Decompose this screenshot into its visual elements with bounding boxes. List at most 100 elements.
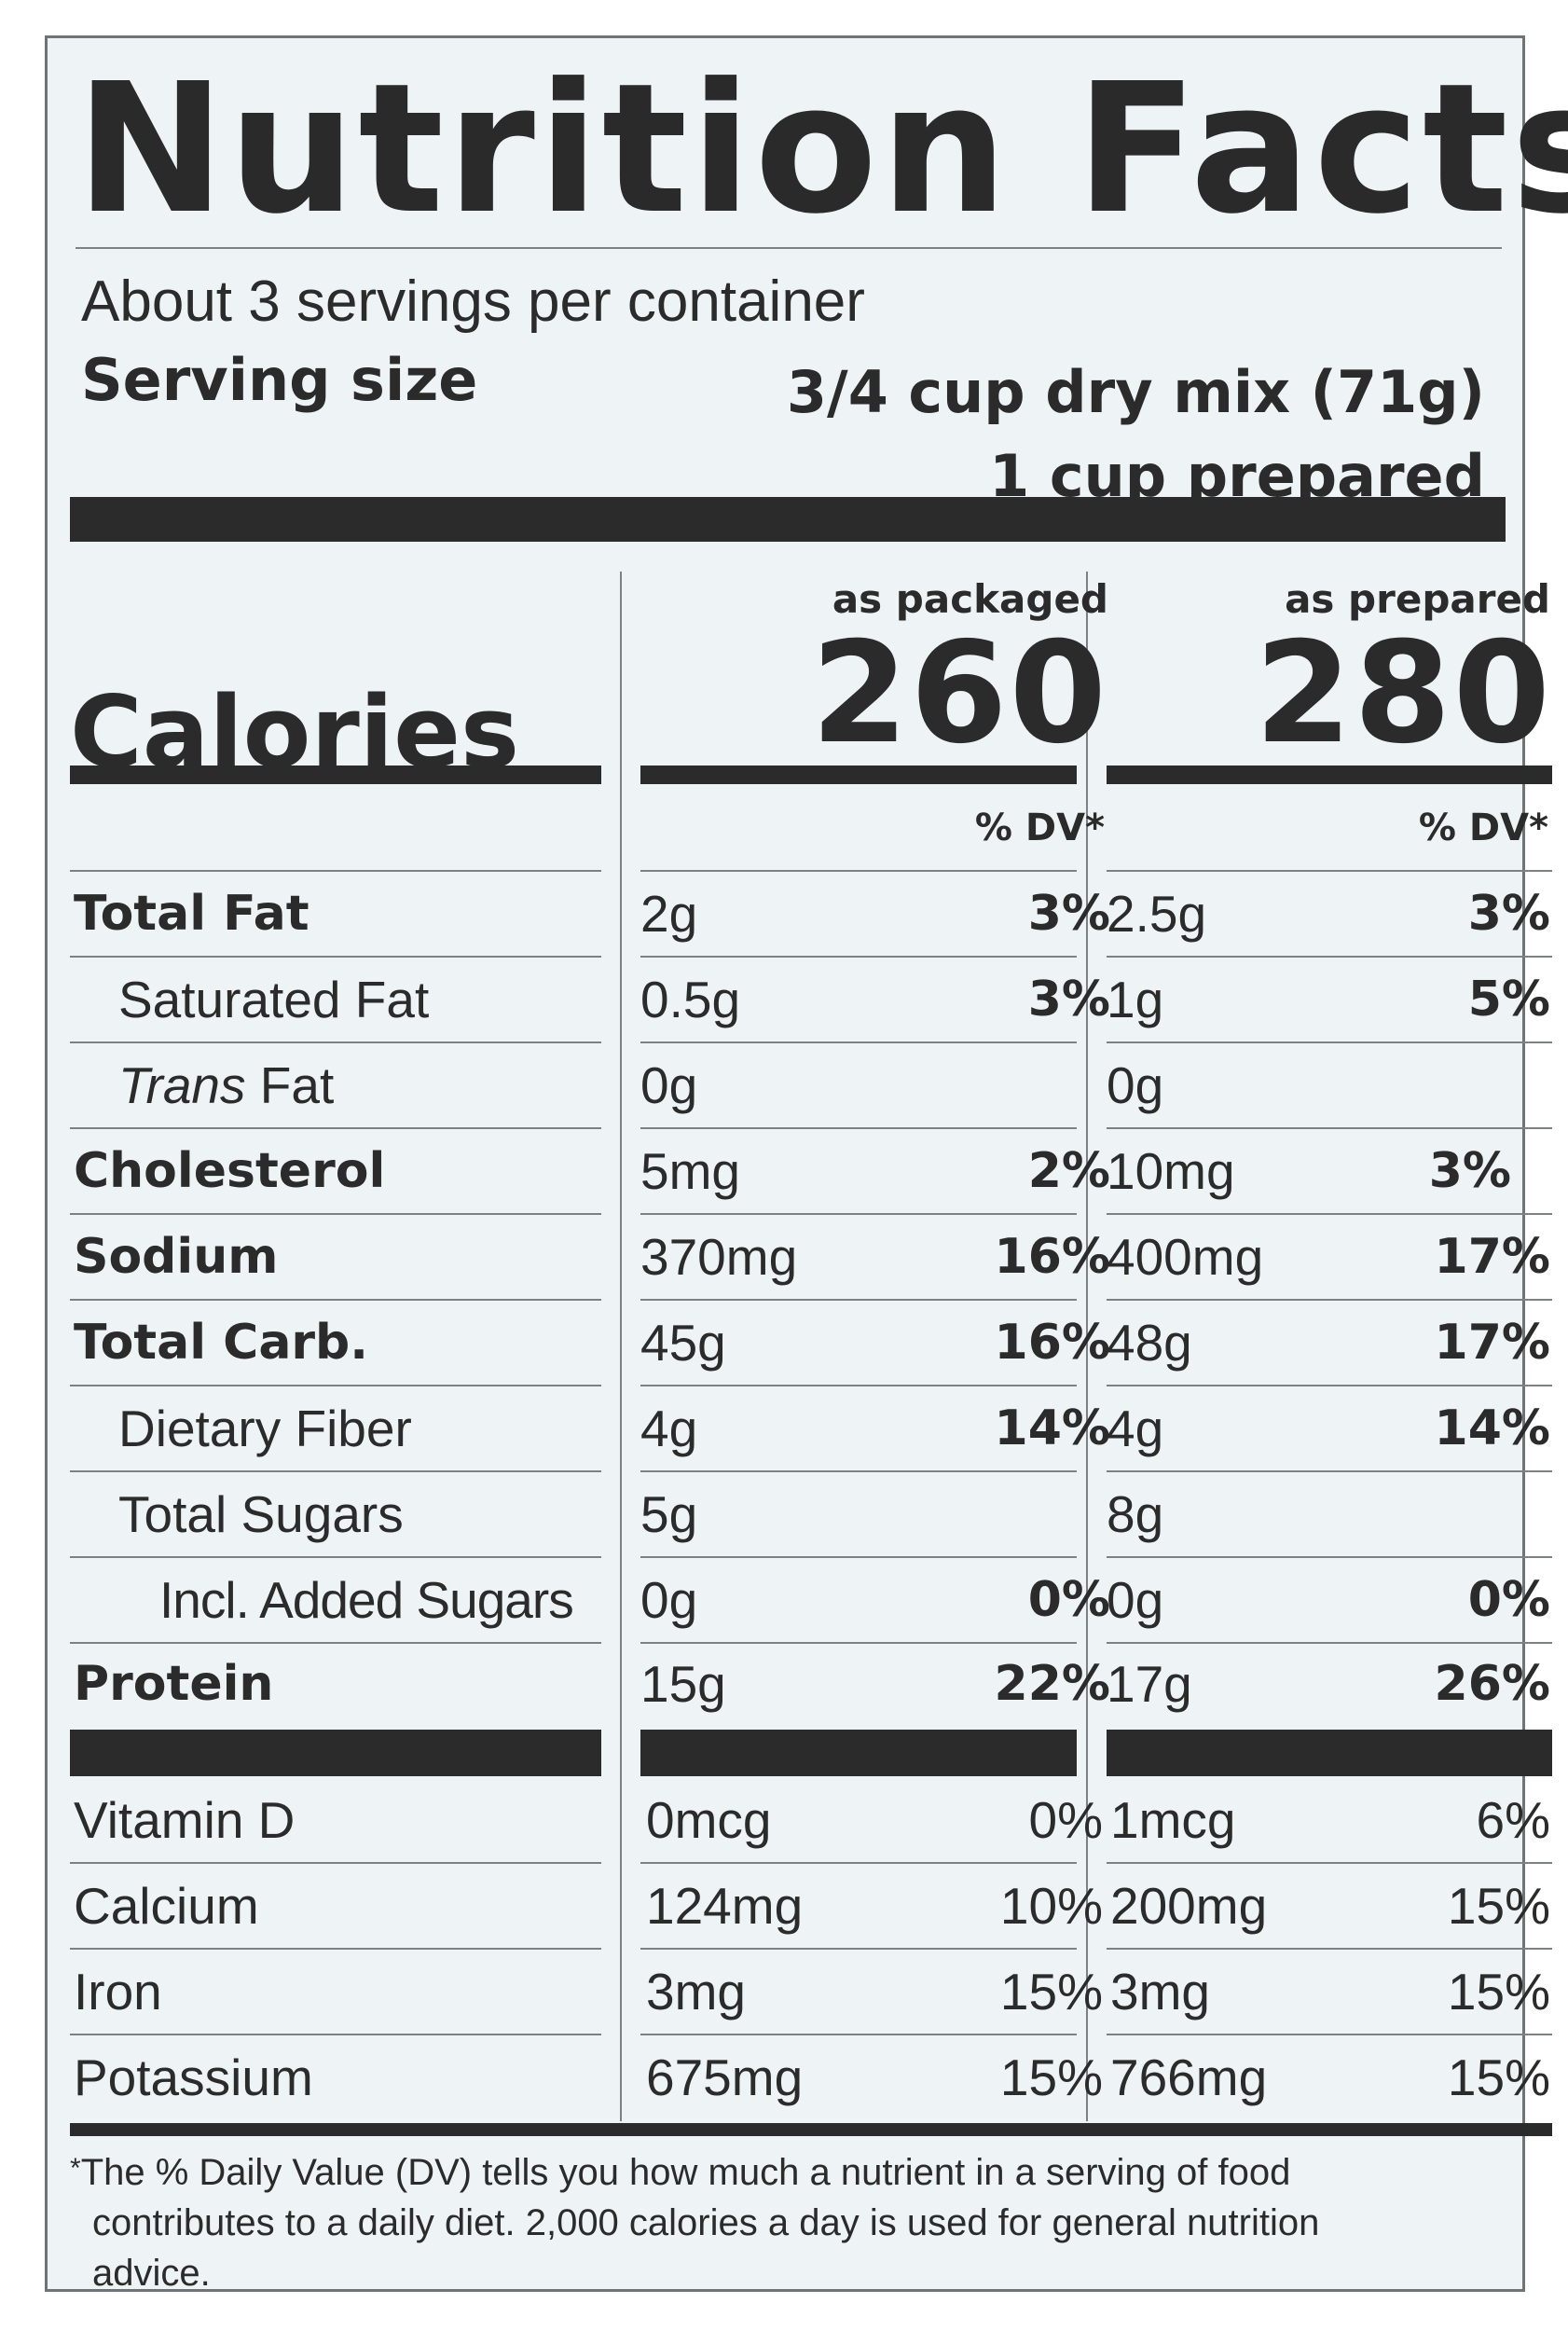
prepared-amount: 3mg xyxy=(1110,1963,1210,2021)
packaged-dv: 22% xyxy=(994,1656,1110,1712)
nutrient-row: Total Sugars 5g 8g xyxy=(48,1472,1528,1556)
calories-bar-left xyxy=(70,766,601,784)
prepared-amount: 766mg xyxy=(1110,2048,1268,2106)
packaged-dv xyxy=(626,1472,1110,1556)
vitamin-row: Calcium 124mg 10% 200mg 15% xyxy=(48,1864,1550,1948)
nutrient-row: Total Fat 2g 3% 2.5g 3% xyxy=(48,872,1550,956)
nutrient-name: Trans Fat xyxy=(118,1056,335,1114)
prepared-dv xyxy=(1073,1472,1550,1556)
serving-size-dry: 3/4 cup dry mix (71g) xyxy=(786,358,1485,426)
prepared-amount: 4g xyxy=(1107,1400,1164,1457)
packaged-dv xyxy=(626,1043,1110,1127)
prepared-dv: 15% xyxy=(1447,1963,1550,2021)
footnote-line-3: advice. xyxy=(92,2253,211,2294)
prepared-dv: 3% xyxy=(1428,1143,1511,1199)
vitamin-name: Potassium xyxy=(74,2048,313,2106)
footnote-line-1: The % Daily Value (DV) tells you how muc… xyxy=(80,2152,1291,2193)
packaged-dv: 2% xyxy=(1027,1143,1110,1199)
packaged-dv: 3% xyxy=(1027,972,1110,1028)
packaged-dv: 3% xyxy=(1027,886,1110,942)
prepared-amount: 400mg xyxy=(1107,1228,1264,1286)
packaged-amount: 3mg xyxy=(646,1963,746,2021)
nutrition-facts-panel: Nutrition Facts About 3 servings per con… xyxy=(45,35,1568,2294)
packaged-column-header: as packaged xyxy=(832,576,1108,622)
packaged-amount: 4g xyxy=(640,1400,698,1457)
vitamin-row: Potassium 675mg 15% 766mg 15% xyxy=(48,2035,1550,2119)
dv-header-prepared: % DV* xyxy=(1418,807,1548,849)
packaged-dv: 16% xyxy=(994,1229,1110,1285)
prepared-dv: 3% xyxy=(1467,886,1550,942)
packaged-dv: 0% xyxy=(1027,1572,1110,1628)
prepared-dv: 17% xyxy=(1434,1229,1550,1285)
prepared-amount: 1mcg xyxy=(1110,1791,1236,1849)
packaged-amount: 675mg xyxy=(646,2048,804,2106)
prepared-dv: 5% xyxy=(1467,972,1550,1028)
packaged-amount: 370mg xyxy=(640,1228,798,1286)
calories-prepared: 280 xyxy=(1254,613,1552,775)
title-rule xyxy=(76,247,1502,249)
prepared-dv: 15% xyxy=(1447,1877,1550,1935)
footnote: *The % Daily Value (DV) tells you how mu… xyxy=(70,2147,1506,2298)
calories-bar-mid xyxy=(640,766,1077,784)
footnote-asterisk: * xyxy=(70,2153,81,2184)
prepared-amount: 0g xyxy=(1107,1571,1164,1629)
vitamin-row: Vitamin D 0mcg 0% 1mcg 6% xyxy=(48,1778,1550,1862)
packaged-dv: 15% xyxy=(999,1963,1103,2021)
vitamin-row: Iron 3mg 15% 3mg 15% xyxy=(48,1950,1550,2034)
prepared-amount: 48g xyxy=(1107,1314,1192,1372)
thick-bar-right xyxy=(1107,1730,1552,1776)
prepared-dv: 14% xyxy=(1434,1400,1550,1456)
nutrient-name: Dietary Fiber xyxy=(118,1400,412,1457)
bottom-rule xyxy=(70,2123,1552,2136)
prepared-column-header: as prepared xyxy=(1285,576,1550,622)
vitamin-name: Vitamin D xyxy=(74,1791,296,1849)
nutrient-row: Trans Fat 0g 0g xyxy=(48,1043,1528,1127)
packaged-amount: 0g xyxy=(640,1056,698,1114)
calories-bar-right xyxy=(1107,766,1552,784)
nutrient-row: Incl. Added Sugars 0g 0% 0g 0% xyxy=(48,1558,1550,1642)
vitamin-name: Calcium xyxy=(74,1877,259,1935)
nutrient-name: Total Carb. xyxy=(74,1315,369,1371)
nutrient-name: Sodium xyxy=(74,1229,279,1285)
prepared-dv: 26% xyxy=(1434,1656,1550,1712)
packaged-amount: 5g xyxy=(640,1485,698,1543)
thick-bar-mid xyxy=(640,1730,1077,1776)
packaged-dv: 0% xyxy=(1028,1791,1104,1849)
nutrient-row: Saturated Fat 0.5g 3% 1g 5% xyxy=(48,958,1550,1041)
packaged-amount: 0.5g xyxy=(640,971,741,1028)
nutrient-name: Incl. Added Sugars xyxy=(159,1571,574,1629)
serving-size-values: 3/4 cup dry mix (71g) 1 cup prepared xyxy=(787,359,1485,510)
panel-title: Nutrition Facts xyxy=(76,46,1568,254)
nutrient-row: Total Carb. 45g 16% 48g 17% xyxy=(48,1301,1550,1385)
prepared-dv: 17% xyxy=(1434,1315,1550,1371)
prepared-dv: 0% xyxy=(1467,1572,1550,1628)
packaged-amount: 2g xyxy=(640,885,698,943)
prepared-dv: 15% xyxy=(1447,2048,1550,2106)
thick-bar-top xyxy=(70,497,1506,542)
servings-per-container: About 3 servings per container xyxy=(81,269,865,334)
prepared-amount: 2.5g xyxy=(1107,885,1207,943)
column-divider-2 xyxy=(1086,572,1088,2121)
nutrient-row: Protein 15g 22% 17g 26% xyxy=(48,1642,1550,1726)
prepared-amount: 17g xyxy=(1107,1655,1192,1713)
packaged-amount: 5mg xyxy=(640,1142,740,1200)
prepared-amount: 10mg xyxy=(1107,1142,1235,1200)
vitamin-name: Iron xyxy=(74,1963,162,2021)
packaged-amount: 15g xyxy=(640,1655,726,1713)
prepared-dv: 6% xyxy=(1476,1791,1551,1849)
packaged-dv: 15% xyxy=(999,2048,1103,2106)
packaged-amount: 45g xyxy=(640,1314,726,1372)
prepared-amount: 200mg xyxy=(1110,1877,1268,1935)
nutrient-name: Protein xyxy=(74,1656,274,1712)
prepared-amount: 8g xyxy=(1107,1485,1164,1543)
prepared-dv xyxy=(1073,1043,1550,1127)
calories-packaged: 260 xyxy=(810,613,1108,775)
nutrient-row: Sodium 370mg 16% 400mg 17% xyxy=(48,1215,1550,1299)
thick-bar-left xyxy=(70,1730,601,1776)
serving-size-label: Serving size xyxy=(81,346,478,414)
prepared-amount: 0g xyxy=(1107,1056,1164,1114)
column-divider-1 xyxy=(620,572,622,2121)
packaged-dv: 10% xyxy=(999,1877,1103,1935)
prepared-amount: 1g xyxy=(1107,971,1164,1028)
nutrient-name: Total Sugars xyxy=(118,1485,404,1543)
